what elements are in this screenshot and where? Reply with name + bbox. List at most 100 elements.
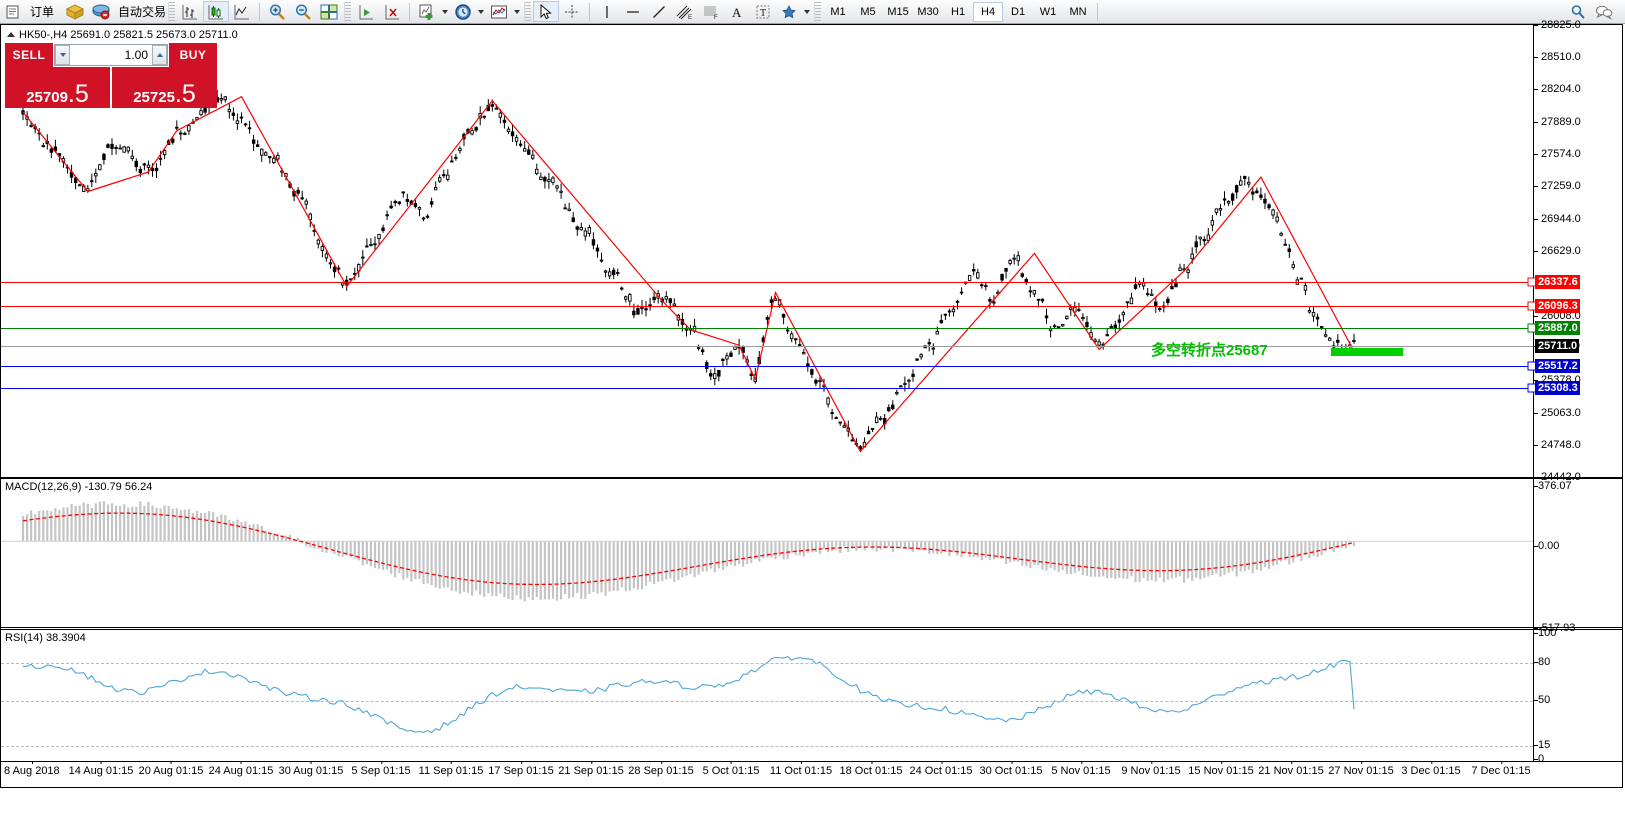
auto-scroll-icon[interactable] [379, 1, 405, 22]
price-chart-area[interactable] [1, 25, 1533, 477]
rsi-series [22, 655, 1355, 734]
time-tick: 30 Aug 01:15 [278, 761, 344, 777]
time-tick: 9 Nov 01:15 [1121, 761, 1181, 777]
timeframe-h4[interactable]: H4 [973, 1, 1004, 22]
timeframe-m30[interactable]: M30 [917, 5, 939, 18]
price-tick: 24748.0 [1534, 439, 1581, 451]
order-panel-prices-row: 25709.5 25725.5 [5, 67, 217, 108]
timeframe-m5[interactable]: M5 [860, 5, 876, 18]
price-tick: 28510.0 [1534, 51, 1581, 63]
buy-price-integer: 25725 [133, 89, 175, 106]
autotrading-icon[interactable] [88, 1, 114, 22]
rsi-axis-tick: 50 [1534, 694, 1550, 706]
time-axis[interactable]: 8 Aug 2018 14 Aug 01:15 20 Aug 01:15 24 Aug… [1, 761, 1622, 788]
time-tick: 7 Dec 01:15 [1471, 761, 1531, 777]
text-icon[interactable]: A [724, 1, 750, 22]
svg-text:A: A [732, 5, 742, 20]
rsi-pane[interactable]: RSI(14) 38.3904 [1, 629, 1622, 761]
indicators-icon[interactable] [486, 1, 512, 22]
timeframe-m15[interactable]: M15 [887, 5, 909, 18]
search-icon[interactable] [1565, 1, 1591, 22]
zoom-in-icon[interactable] [264, 1, 290, 22]
price-pane[interactable]: HK50-,H4 25691.0 25821.5 25673.0 25711.0… [1, 25, 1622, 478]
rsi-axis-tick: 15 [1534, 739, 1550, 751]
timeframe-d1[interactable]: D1 [1011, 5, 1026, 18]
macd-axis-tick: 376.07 [1534, 480, 1572, 492]
sell-price-display[interactable]: 25709.5 [5, 67, 110, 108]
rsi-chart-area[interactable] [1, 630, 1533, 761]
rsi-level-80 [1, 663, 1533, 664]
period-dropdown-icon[interactable] [476, 1, 486, 22]
rsi-level-50 [1, 701, 1533, 702]
line-chart-icon[interactable] [229, 1, 255, 22]
price-badge-26337-6: 26337.6 [1535, 274, 1580, 289]
sell-button[interactable]: SELL [5, 43, 53, 67]
new-chart-dropdown-icon[interactable] [440, 1, 450, 22]
indicators-dropdown-icon[interactable] [512, 1, 522, 22]
text-label-icon[interactable]: T [750, 1, 776, 22]
bar-chart-icon[interactable] [177, 1, 203, 22]
trend-line-icon[interactable] [646, 1, 672, 22]
horizontal-line-icon[interactable] [620, 1, 646, 22]
price-axis[interactable]: 28825.0 28510.0 28204.0 27889.0 27574.0 27259… [1533, 19, 1624, 765]
toolbar-divider [259, 2, 261, 21]
toolbar-divider-3 [589, 2, 591, 21]
time-tick: 20 Aug 01:15 [138, 761, 204, 777]
toolbar-right-group [1565, 1, 1625, 22]
period-clock-icon[interactable] [450, 1, 476, 22]
svg-text:T: T [760, 8, 766, 19]
price-badge-26096-3: 26096.3 [1535, 299, 1580, 314]
volume-decrease-button[interactable] [55, 45, 70, 65]
timeframe-m1[interactable]: M1 [830, 5, 846, 18]
volume-increase-button[interactable] [152, 45, 167, 65]
equidistant-channel-icon[interactable]: E [672, 1, 698, 22]
time-tick: 27 Nov 01:15 [1328, 761, 1394, 777]
toolbar-separator-4 [814, 1, 822, 22]
chart-annotation-bar[interactable] [1331, 348, 1403, 356]
timeframe-w1[interactable]: W1 [1039, 5, 1057, 18]
chart-annotation-text[interactable]: 多空转折点25687 [1151, 342, 1268, 359]
chart-window[interactable]: HK50-,H4 25691.0 25821.5 25673.0 25711.0… [0, 19, 1624, 788]
time-tick: 5 Oct 01:15 [702, 761, 760, 777]
candlestick-chart-icon[interactable] [203, 1, 230, 22]
order-icon[interactable] [0, 1, 26, 22]
drawings-icon[interactable] [776, 1, 802, 22]
sell-price-integer: 25709 [26, 89, 68, 106]
collapse-triangle-icon[interactable] [7, 32, 15, 37]
macd-pane[interactable]: MACD(12,26,9) -130.79 56.24 [1, 478, 1622, 628]
expert-advisor-icon[interactable] [62, 1, 88, 22]
vertical-line-icon[interactable] [594, 1, 620, 22]
crosshair-icon[interactable] [559, 1, 585, 22]
rsi-level-15 [1, 746, 1533, 747]
time-tick: 18 Oct 01:15 [839, 761, 903, 777]
order-label[interactable]: 订单 [30, 5, 55, 19]
autotrading-label[interactable]: 自动交易 [118, 5, 167, 19]
buy-price-display[interactable]: 25725.5 [112, 67, 217, 108]
price-tick: 27259.0 [1534, 180, 1581, 192]
symbol-ohlc-text: HK50-,H4 25691.0 25821.5 25673.0 25711.0 [19, 29, 238, 41]
timeframe-h1[interactable]: H1 [951, 5, 966, 18]
zoom-out-icon[interactable] [290, 1, 316, 22]
new-chart-icon[interactable] [414, 1, 440, 22]
volume-value[interactable]: 1.00 [124, 48, 148, 62]
price-badge-25711-0: 25711.0 [1535, 339, 1580, 354]
price-badge-25308-3: 25308.3 [1535, 380, 1580, 395]
buy-button[interactable]: BUY [169, 43, 217, 67]
chart-shift-icon[interactable] [353, 1, 379, 22]
drawings-dropdown-icon[interactable] [802, 1, 812, 22]
rsi-axis-tick: 80 [1534, 656, 1550, 668]
macd-chart-area[interactable] [1, 479, 1533, 627]
price-tick: 27889.0 [1534, 116, 1581, 128]
volume-input[interactable]: 1.00 [54, 44, 168, 66]
fibonacci-icon[interactable]: F [698, 1, 724, 22]
buy-price-fraction: .5 [174, 79, 196, 108]
price-tick: 25063.0 [1534, 407, 1581, 419]
time-tick: 5 Nov 01:15 [1051, 761, 1111, 777]
timeframe-mn[interactable]: MN [1069, 5, 1087, 18]
tile-windows-icon[interactable] [316, 1, 342, 22]
cursor-icon[interactable] [533, 1, 560, 22]
one-click-trading-panel[interactable]: SELL 1.00 BUY 25709.5 25725.5 [5, 43, 217, 108]
chat-icon[interactable] [1591, 1, 1617, 22]
time-tick: 8 Aug 2018 [4, 761, 60, 777]
price-tick: 28825.0 [1534, 19, 1581, 31]
